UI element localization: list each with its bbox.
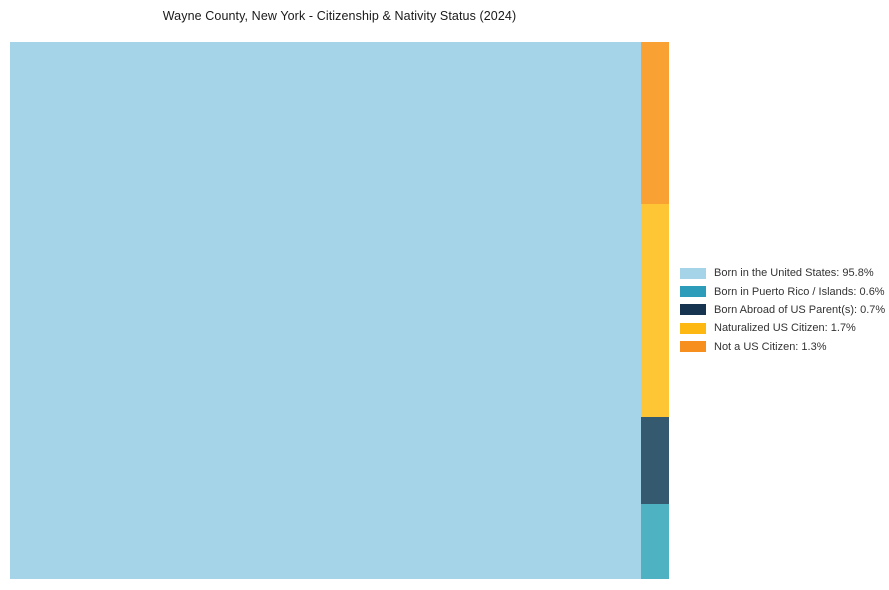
chart-title: Wayne County, New York - Citizenship & N… (162, 9, 517, 23)
legend-swatch-born-in-the-united-states (680, 267, 706, 279)
legend-swatch-naturalized-us-citizen (680, 322, 706, 334)
legend-item-born-abroad-of-us-parent-s: Born Abroad of US Parent(s): 0.7% (680, 301, 885, 319)
legend-label: Born in the United States: 95.8% (714, 267, 874, 280)
legend-item-naturalized-us-citizen: Naturalized US Citizen: 1.7% (680, 319, 885, 337)
legend-label: Not a US Citizen: 1.3% (714, 340, 827, 353)
treemap-segment-naturalized-us-citizen (640, 204, 669, 417)
legend-swatch-born-abroad-of-us-parent-s (680, 304, 706, 316)
treemap-segment-born-in-the-united-states (10, 42, 641, 579)
legend: Born in the United States: 95.8% Born in … (680, 264, 885, 356)
treemap-plot (10, 42, 669, 579)
legend-item-born-in-the-united-states: Born in the United States: 95.8% (680, 264, 885, 282)
legend-swatch-not-a-us-citizen (680, 341, 706, 353)
treemap-segment-born-abroad-of-us-parent-s (640, 416, 669, 505)
legend-swatch-born-in-puerto-rico-islands (680, 286, 706, 298)
legend-label: Naturalized US Citizen: 1.7% (714, 322, 856, 335)
legend-item-born-in-puerto-rico-islands: Born in Puerto Rico / Islands: 0.6% (680, 282, 885, 300)
legend-label: Born in Puerto Rico / Islands: 0.6% (714, 285, 885, 298)
legend-label: Born Abroad of US Parent(s): 0.7% (714, 303, 886, 316)
treemap-segment-born-in-puerto-rico-islands (640, 504, 669, 579)
treemap-segment-not-a-us-citizen (640, 42, 669, 205)
legend-item-not-a-us-citizen: Not a US Citizen: 1.3% (680, 338, 885, 356)
